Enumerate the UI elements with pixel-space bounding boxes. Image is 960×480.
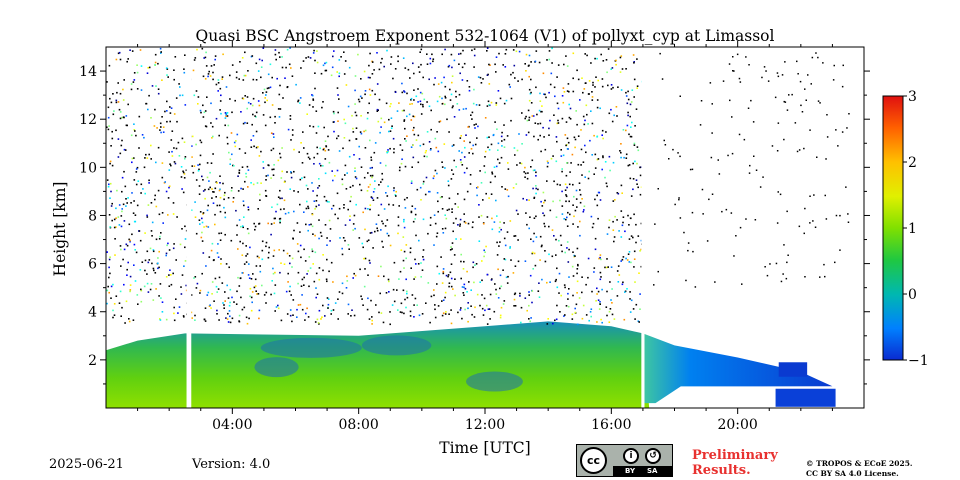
- x-tick-label: 16:00: [591, 417, 631, 433]
- x-tick-label: 08:00: [338, 417, 378, 433]
- dark-layer-patch: [466, 371, 523, 392]
- copyright-line1: © TROPOS & ECoE 2025.: [806, 459, 913, 468]
- y-axis-label: Height [km]: [51, 182, 69, 277]
- copyright-note: © TROPOS & ECoE 2025. CC BY SA 4.0 Licen…: [806, 459, 913, 479]
- license-sa-label: SA: [647, 467, 658, 475]
- colorbar: [882, 95, 904, 361]
- cc-icon: cc: [580, 447, 607, 474]
- x-axis: 04:00 08:00 12:00 16:00 20:00: [137, 41, 833, 433]
- license-by-label: BY: [625, 467, 636, 475]
- residual-layer-patch: [778, 362, 808, 377]
- plot-area: [106, 47, 864, 408]
- preliminary-line1: Preliminary: [692, 448, 778, 463]
- colorbar-tick-label: 1: [908, 221, 917, 237]
- version-label: Version: 4.0: [192, 457, 271, 472]
- dark-layer-patch: [254, 357, 299, 378]
- surface-layer-patch: [775, 388, 836, 407]
- preliminary-note: Preliminary Results.: [692, 448, 778, 478]
- dark-layer-patch: [260, 337, 362, 358]
- noise-speckle: [106, 47, 850, 326]
- x-tick-label: 12:00: [465, 417, 505, 433]
- x-tick-label: 04:00: [212, 417, 252, 433]
- colorbar-tick-label: 2: [908, 155, 917, 171]
- colorbar-tick-label: 3: [908, 89, 917, 105]
- y-tick-label: 10: [79, 160, 97, 176]
- y-tick-label: 14: [79, 64, 97, 80]
- preliminary-line2: Results.: [692, 463, 751, 478]
- x-tick-label: 20:00: [717, 417, 757, 433]
- y-tick-label: 4: [88, 305, 97, 321]
- dark-layer-patch: [361, 335, 432, 356]
- colorbar-tick-label: 0: [908, 287, 917, 303]
- y-tick-label: 2: [88, 353, 97, 369]
- data-gap: [186, 47, 192, 408]
- y-axis: 2 4 6 8 10 12 14: [79, 64, 870, 385]
- date-label: 2025-06-21: [49, 457, 124, 472]
- by-person-icon: i: [623, 448, 639, 464]
- chart-title: Quasi BSC Angstroem Exponent 532-1064 (V…: [196, 27, 775, 45]
- data-gap: [641, 47, 645, 408]
- cc-by-sa-icon: cc i ↺ BY SA: [576, 444, 673, 477]
- copyright-line2: CC BY SA 4.0 License.: [806, 469, 899, 478]
- x-axis-label: Time [UTC]: [439, 439, 530, 457]
- sa-share-icon: ↺: [645, 448, 661, 464]
- y-tick-label: 12: [79, 112, 97, 128]
- y-tick-label: 6: [88, 257, 97, 273]
- y-tick-label: 8: [88, 208, 97, 224]
- aerosol-layer-tail: [642, 333, 833, 404]
- colorbar-tick-label: −1: [908, 353, 929, 369]
- colorbar-axis: −1 0 1 2 3: [903, 89, 929, 369]
